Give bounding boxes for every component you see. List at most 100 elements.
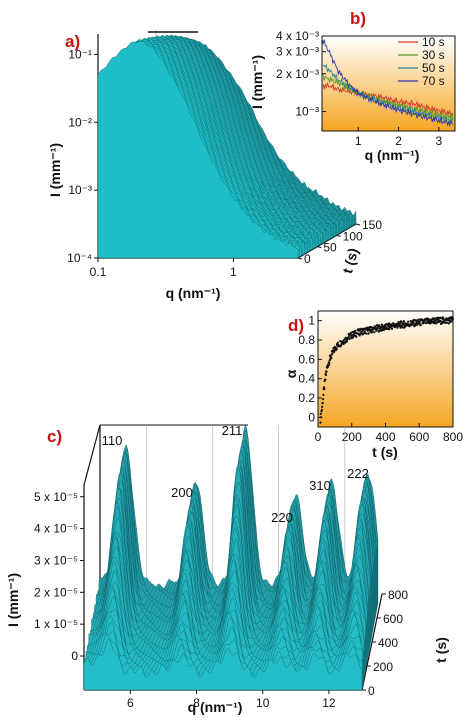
panel-c-z-ticks: 0 200 400 600 800 — [362, 588, 408, 698]
panel-c-x-label: q (nm⁻¹) — [188, 699, 243, 715]
panel-d-y-tick-label: 0.6 — [298, 352, 315, 366]
panel-c-x-ticks: 6 8 10 12 — [127, 690, 336, 710]
panel-d-point — [323, 388, 326, 391]
panel-b-legend: 10 s30 s50 s70 s — [398, 35, 445, 88]
panel-a-z-tick-mark — [317, 246, 322, 249]
panel-d-x-ticks: 0 200 400 600 800 — [315, 423, 463, 444]
panel-d-point — [324, 373, 327, 377]
panel-a-x-ticks: 0.1 1 — [90, 258, 237, 279]
panel-d-point — [402, 320, 406, 323]
panel-c-y-ticks: 0 1 x 10⁻⁵ 2 x 10⁻⁵ 3 x 10⁻⁵ 4 x 10⁻⁵ 5 x 10⁻… — [34, 490, 84, 663]
panel-d-x-tick-label: 800 — [443, 430, 463, 444]
panel-c-peak-label: 222 — [347, 466, 369, 481]
panel-c-surface-slice — [83, 638, 363, 691]
panel-d-y-tick-label: 0.2 — [298, 391, 315, 405]
panel-c-peak-label: 110 — [102, 433, 123, 448]
panel-d-point — [328, 361, 331, 364]
panel-a-z-label: t (s) — [339, 246, 361, 275]
panel-d-point — [336, 341, 339, 344]
panel-d-point — [435, 322, 438, 325]
panel-d-x-tick-label: 0 — [315, 430, 322, 444]
panel-d-point — [353, 329, 357, 332]
panel-d-point — [335, 348, 338, 351]
panel-a-surface-slice — [97, 40, 299, 259]
panel-d-point — [444, 321, 447, 324]
panel-d-point — [344, 336, 347, 339]
panel-b-x-label: q (nm⁻¹) — [365, 147, 420, 163]
panel-d-point — [442, 319, 445, 322]
panel-d-point — [352, 335, 355, 338]
panel-b-label: b) — [350, 9, 366, 28]
panel-d-point — [407, 320, 410, 323]
panel-d-point — [333, 350, 336, 353]
panel-a-x-label: q (nm⁻¹) — [166, 285, 221, 301]
panel-b-y-label: I (mm⁻¹) — [249, 55, 265, 109]
panel-b-legend-label: 70 s — [422, 74, 445, 88]
panel-c-z-tick-label: 600 — [383, 612, 403, 626]
panel-d-point — [320, 408, 323, 412]
panel-d: d) 0 0.2 0.4 0.6 0.8 1 0 200 400 600 800 α t (s) — [283, 310, 463, 460]
panel-c-y-tick-label: 4 x 10⁻⁵ — [34, 522, 78, 536]
panel-d-y-tick-label: 0 — [308, 410, 315, 424]
panel-d-point — [330, 356, 333, 360]
panel-d-plot-area — [317, 310, 454, 428]
panel-d-y-tick-label: 0.4 — [298, 372, 315, 386]
panel-d-point — [447, 322, 450, 325]
panel-a-z-tick-label: 50 — [323, 241, 337, 255]
panel-d-point — [427, 318, 431, 321]
panel-c-peak-label: 200 — [171, 485, 193, 500]
panel-c-y-label: I (mm⁻¹) — [5, 573, 21, 627]
panel-c-top-left-edge — [83, 424, 101, 486]
panel-d-point — [319, 421, 322, 424]
panel-d-point — [417, 318, 420, 321]
panel-c-z-label: t (s) — [433, 637, 449, 663]
panel-c-y-tick-label: 2 x 10⁻⁵ — [34, 585, 78, 599]
panel-d-y-tick-label: 1 — [308, 314, 315, 328]
panel-d-x-label: t (s) — [372, 444, 398, 460]
panel-c: c) 110 200 211 220 310 222 0 1 x 10⁻⁵ 2 x 10⁻⁵ 3… — [5, 423, 449, 715]
panel-b-x-tick-label: 3 — [436, 134, 443, 148]
panel-a-z-tick-label: 150 — [362, 218, 382, 232]
panel-a-z-tick-label: 100 — [343, 229, 363, 243]
panel-d-point — [442, 317, 445, 320]
panel-b-legend-label: 30 s — [422, 48, 445, 62]
panel-c-peak-labels: 110 200 211 220 310 222 — [102, 423, 369, 525]
panel-b-x-ticks: 1 2 3 — [355, 127, 443, 148]
panel-b-series — [321, 38, 454, 128]
panel-d-point — [321, 402, 324, 405]
panel-b-series-line — [321, 38, 454, 128]
panel-c-z-tick-label: 0 — [368, 684, 375, 698]
panel-a-y-tick-label: 10⁻² — [68, 115, 92, 129]
panel-a-x-tick-label: 1 — [230, 265, 237, 279]
panel-c-y-tick-label: 5 x 10⁻⁵ — [34, 490, 78, 504]
panel-b-x-tick-label: 1 — [355, 134, 362, 148]
panel-d-point — [387, 325, 390, 328]
panel-c-z-tick-label: 200 — [373, 660, 393, 674]
panel-c-x-tick-label: 8 — [193, 696, 200, 710]
panel-a-x-tick-label: 0.1 — [90, 265, 107, 279]
panel-d-point — [322, 393, 325, 396]
panel-d-point — [373, 331, 376, 334]
panel-c-x-tick-label: 6 — [127, 696, 134, 710]
panel-d-point — [422, 322, 425, 325]
panel-c-peak-label: 220 — [271, 510, 293, 525]
panel-c-peak-label: 310 — [309, 478, 331, 493]
panel-c-x-tick-label: 12 — [322, 696, 336, 710]
panel-b-y-tick-label: 10⁻³ — [295, 105, 319, 119]
panel-d-point — [328, 363, 331, 366]
panel-b-legend-label: 10 s — [422, 35, 445, 49]
panel-b-y-tick-label: 3 x 10⁻³ — [276, 45, 319, 59]
panel-a-z-tick-label: 0 — [304, 252, 311, 266]
panel-d-point — [321, 405, 324, 408]
panel-d-point — [418, 322, 421, 325]
panel-b-series-line — [321, 63, 454, 125]
panel-c-y-tick-label: 0 — [71, 649, 78, 663]
panel-d-y-label: α — [283, 369, 299, 378]
panel-d-point — [365, 332, 368, 335]
panel-d-point — [376, 327, 379, 330]
panel-c-x-tick-label: 10 — [256, 696, 270, 710]
panel-d-point — [359, 329, 362, 332]
